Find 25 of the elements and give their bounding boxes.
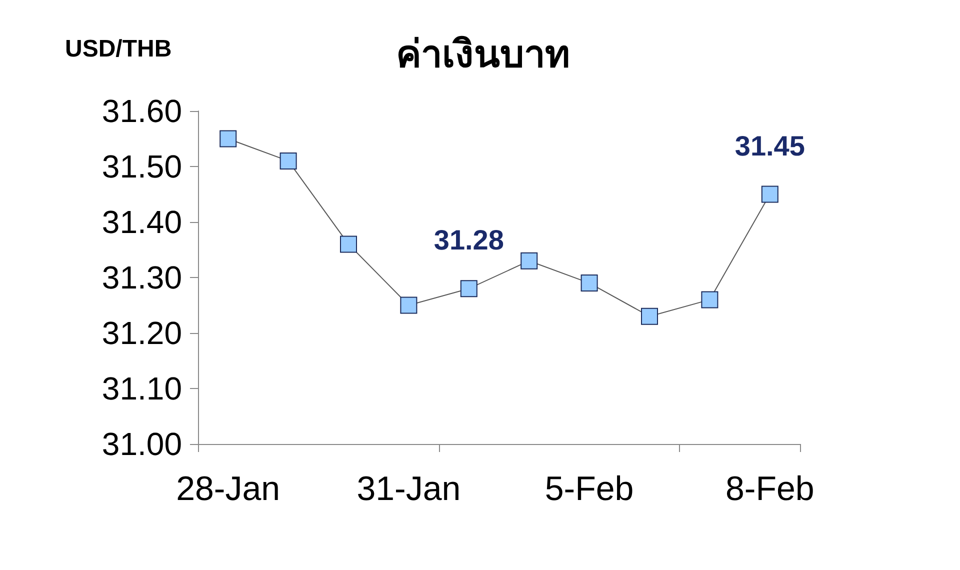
point [280, 152, 297, 170]
point [580, 274, 598, 292]
x-tick-label: 5-Feb [544, 470, 634, 508]
x-tick-label: 8-Feb [725, 470, 814, 508]
point [460, 280, 478, 298]
y-tick-label: 31.50 [102, 148, 182, 184]
data-label: 31.28 [434, 224, 504, 256]
y-tick-label: 31.40 [102, 204, 182, 240]
point [220, 130, 237, 148]
y-tick-label: 31.60 [102, 93, 182, 129]
y-tick-label: 31.30 [102, 260, 182, 296]
point [641, 308, 658, 325]
point [761, 186, 778, 203]
y-axis-title: USD/THB [65, 36, 172, 62]
y-tick-label: 31.20 [102, 315, 182, 351]
point [400, 296, 418, 314]
point [340, 236, 357, 253]
point [520, 252, 538, 270]
chart-title: ค่าเงินบาท [396, 32, 570, 76]
point [701, 291, 718, 308]
y-tick-label: 31.10 [102, 370, 182, 406]
x-tick-label: 28-Jan [176, 470, 280, 508]
x-tick-label: 31-Jan [356, 470, 461, 508]
y-tick-label: 31.00 [102, 426, 182, 462]
data-label: 31.45 [734, 130, 805, 162]
